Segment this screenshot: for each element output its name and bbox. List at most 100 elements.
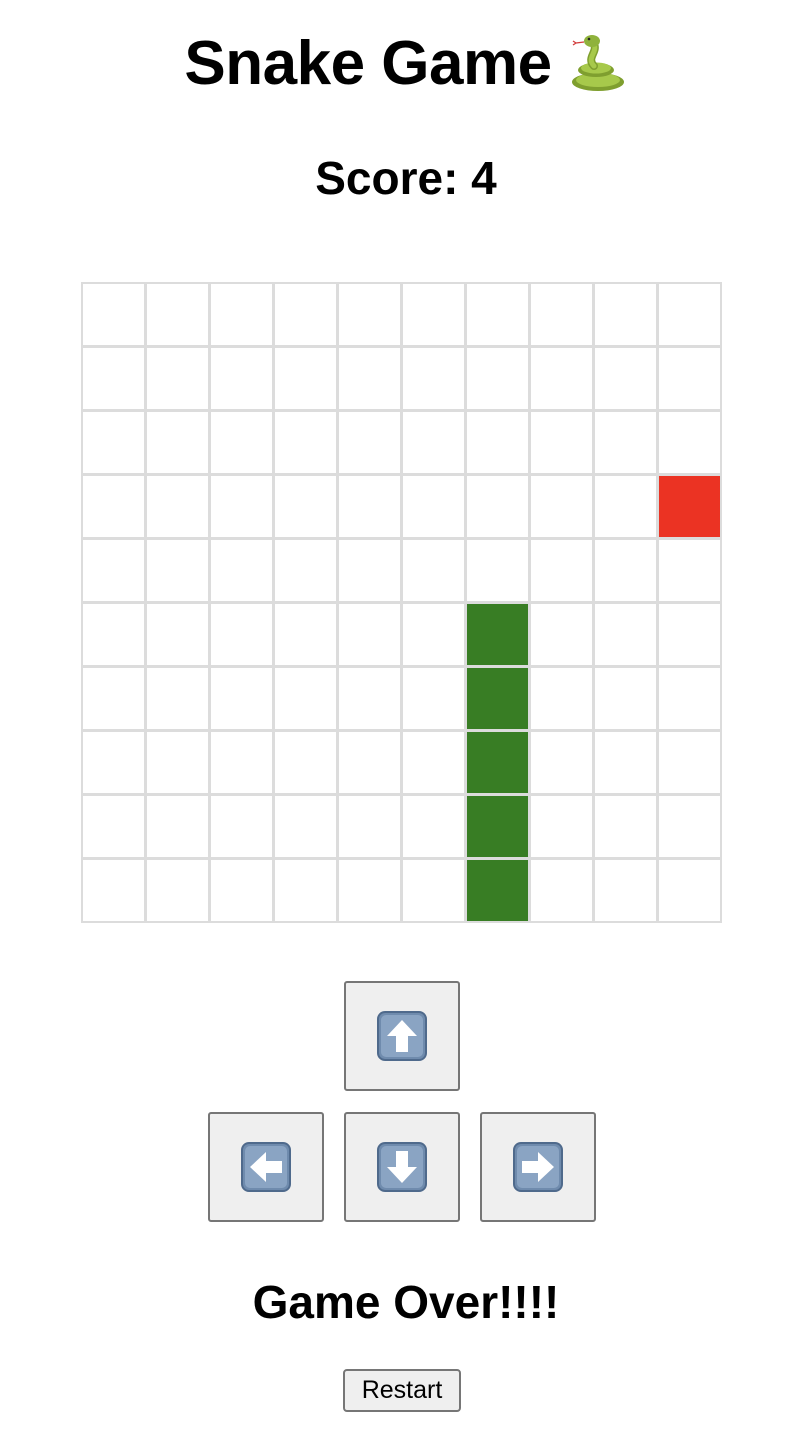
board-cell bbox=[465, 346, 530, 411]
board-cell bbox=[401, 666, 466, 731]
snake-segment bbox=[465, 666, 530, 731]
board-cell bbox=[81, 666, 146, 731]
right-button[interactable] bbox=[480, 1112, 596, 1222]
board-cell bbox=[81, 346, 146, 411]
board-cell bbox=[81, 410, 146, 475]
board-cell bbox=[81, 858, 146, 923]
snake-segment bbox=[465, 730, 530, 795]
board-cell bbox=[145, 474, 210, 539]
board-cell bbox=[145, 858, 210, 923]
board-cell bbox=[273, 858, 338, 923]
board-cell bbox=[209, 602, 274, 667]
board-cell bbox=[209, 730, 274, 795]
board-cell bbox=[657, 602, 722, 667]
board-cell bbox=[273, 794, 338, 859]
board-cell bbox=[657, 538, 722, 603]
board-cell bbox=[145, 410, 210, 475]
arrow-right-icon bbox=[513, 1142, 563, 1192]
board-cell bbox=[337, 346, 402, 411]
board-cell bbox=[81, 602, 146, 667]
board-cell bbox=[209, 346, 274, 411]
board-cell bbox=[81, 474, 146, 539]
board-cell bbox=[337, 602, 402, 667]
board-cell bbox=[209, 410, 274, 475]
board-cell bbox=[529, 602, 594, 667]
arrow-up-icon bbox=[377, 1011, 427, 1061]
board-cell bbox=[401, 410, 466, 475]
board-cell bbox=[81, 730, 146, 795]
board-cell bbox=[209, 474, 274, 539]
board-cell bbox=[401, 282, 466, 347]
board-cell bbox=[529, 346, 594, 411]
board-cell bbox=[529, 794, 594, 859]
board-cell bbox=[337, 666, 402, 731]
up-button[interactable] bbox=[344, 981, 460, 1091]
board-cell bbox=[593, 858, 658, 923]
board-cell bbox=[657, 858, 722, 923]
down-button[interactable] bbox=[344, 1112, 460, 1222]
board-cell bbox=[145, 602, 210, 667]
board-cell bbox=[145, 538, 210, 603]
left-button[interactable] bbox=[208, 1112, 324, 1222]
board-cell bbox=[401, 474, 466, 539]
board-cell bbox=[273, 730, 338, 795]
board-cell bbox=[337, 730, 402, 795]
board-cell bbox=[337, 410, 402, 475]
board-cell bbox=[593, 410, 658, 475]
board-cell bbox=[401, 346, 466, 411]
board-cell bbox=[465, 410, 530, 475]
board-cell bbox=[529, 730, 594, 795]
board-cell bbox=[145, 346, 210, 411]
board-cell bbox=[273, 538, 338, 603]
food-cell bbox=[657, 474, 722, 539]
board-cell bbox=[273, 602, 338, 667]
board-cell bbox=[657, 346, 722, 411]
board-cell bbox=[209, 858, 274, 923]
snake-segment bbox=[465, 794, 530, 859]
board-cell bbox=[657, 666, 722, 731]
snake-icon bbox=[564, 30, 628, 94]
board-cell bbox=[529, 538, 594, 603]
board-cell bbox=[145, 794, 210, 859]
arrow-down-icon bbox=[377, 1142, 427, 1192]
board-cell bbox=[529, 474, 594, 539]
board-cell bbox=[273, 474, 338, 539]
board-cell bbox=[593, 474, 658, 539]
board-cell bbox=[593, 730, 658, 795]
board-cell bbox=[209, 282, 274, 347]
board-cell bbox=[593, 538, 658, 603]
board-cell bbox=[401, 794, 466, 859]
board-cell bbox=[145, 730, 210, 795]
board-cell bbox=[401, 538, 466, 603]
board-cell bbox=[401, 730, 466, 795]
board-cell bbox=[465, 474, 530, 539]
snake-segment bbox=[465, 602, 530, 667]
board-cell bbox=[209, 794, 274, 859]
board-cell bbox=[529, 666, 594, 731]
board-cell bbox=[337, 538, 402, 603]
snake-segment bbox=[465, 858, 530, 923]
board-cell bbox=[273, 410, 338, 475]
board-cell bbox=[337, 794, 402, 859]
board-cell bbox=[273, 346, 338, 411]
board-cell bbox=[81, 282, 146, 347]
board-cell bbox=[401, 858, 466, 923]
board-cell bbox=[657, 282, 722, 347]
board-cell bbox=[529, 410, 594, 475]
board-cell bbox=[529, 282, 594, 347]
restart-button[interactable]: Restart bbox=[343, 1369, 461, 1412]
board-cell bbox=[593, 794, 658, 859]
board-cell bbox=[657, 410, 722, 475]
board-cell bbox=[145, 282, 210, 347]
title-text: Snake Game bbox=[184, 29, 552, 98]
board-cell bbox=[273, 666, 338, 731]
board-cell bbox=[465, 538, 530, 603]
board-cell bbox=[657, 794, 722, 859]
board-cell bbox=[593, 346, 658, 411]
board-cell bbox=[593, 282, 658, 347]
board-cell bbox=[593, 666, 658, 731]
game-board bbox=[81, 282, 722, 923]
board-cell bbox=[337, 282, 402, 347]
board-cell bbox=[81, 538, 146, 603]
score-display: Score: 4 bbox=[315, 152, 497, 204]
